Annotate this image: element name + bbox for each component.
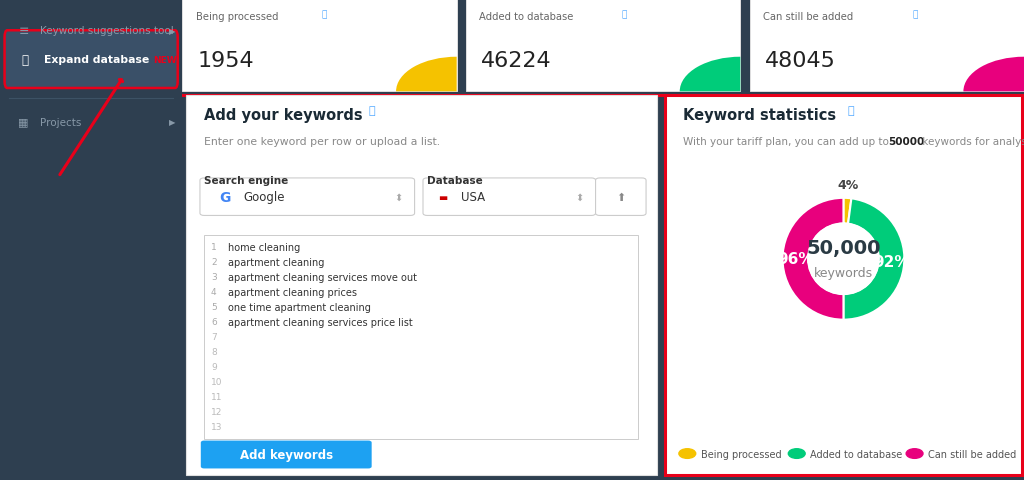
Text: Added to database: Added to database <box>479 12 573 22</box>
Text: 4: 4 <box>211 287 216 296</box>
Wedge shape <box>964 58 1024 92</box>
Text: keywords: keywords <box>814 266 873 279</box>
Text: Keyword suggestions tool: Keyword suggestions tool <box>40 26 174 36</box>
Text: ≡: ≡ <box>18 24 29 38</box>
Text: 50000: 50000 <box>889 137 925 147</box>
FancyBboxPatch shape <box>4 31 178 89</box>
Circle shape <box>808 224 879 294</box>
Text: 6: 6 <box>211 317 217 326</box>
Text: Can still be added: Can still be added <box>928 449 1016 458</box>
Text: Google: Google <box>243 191 285 204</box>
Text: 3: 3 <box>211 272 217 281</box>
Text: 13: 13 <box>211 422 222 431</box>
Text: 9: 9 <box>211 362 217 371</box>
Text: home cleaning: home cleaning <box>227 242 300 252</box>
Text: Add keywords: Add keywords <box>240 448 333 461</box>
Text: ▶: ▶ <box>169 118 175 127</box>
Text: NEW: NEW <box>154 56 177 64</box>
Text: USA: USA <box>461 191 485 204</box>
Text: G: G <box>219 190 230 204</box>
Text: Enter one keyword per row or upload a list.: Enter one keyword per row or upload a li… <box>204 137 440 147</box>
Text: 8: 8 <box>211 347 217 356</box>
Text: ⓘ: ⓘ <box>912 11 918 20</box>
Text: apartment cleaning prices: apartment cleaning prices <box>227 287 356 297</box>
Text: 48045: 48045 <box>765 50 836 71</box>
Text: ⓘ: ⓘ <box>322 11 328 20</box>
Text: apartment cleaning: apartment cleaning <box>227 257 325 267</box>
Wedge shape <box>396 58 457 92</box>
Text: apartment cleaning services move out: apartment cleaning services move out <box>227 272 417 282</box>
Text: Search engine: Search engine <box>204 175 289 185</box>
Wedge shape <box>844 198 851 224</box>
Text: Being processed: Being processed <box>196 12 279 22</box>
Wedge shape <box>680 58 740 92</box>
FancyBboxPatch shape <box>596 179 646 216</box>
Text: ▶: ▶ <box>169 27 175 36</box>
Text: 92%: 92% <box>873 255 909 270</box>
FancyBboxPatch shape <box>466 0 740 92</box>
Text: Can still be added: Can still be added <box>763 12 853 22</box>
Text: Added to database: Added to database <box>810 449 902 458</box>
Text: ⓘ: ⓘ <box>622 11 627 20</box>
Text: Expand database: Expand database <box>44 55 150 65</box>
Text: With your tariff plan, you can add up to: With your tariff plan, you can add up to <box>683 137 892 147</box>
FancyBboxPatch shape <box>204 235 638 439</box>
Text: 2: 2 <box>211 257 216 266</box>
FancyBboxPatch shape <box>665 96 1022 475</box>
Text: Add your keywords: Add your keywords <box>204 108 362 123</box>
Text: ⓘ: ⓘ <box>369 106 375 116</box>
Text: 96%: 96% <box>777 252 814 267</box>
Text: ⬍: ⬍ <box>574 192 583 202</box>
FancyBboxPatch shape <box>185 96 657 475</box>
Text: ⬍: ⬍ <box>394 192 402 202</box>
Text: 11: 11 <box>211 392 222 401</box>
Circle shape <box>906 449 923 458</box>
Circle shape <box>679 449 695 458</box>
Text: 5: 5 <box>211 302 217 311</box>
Text: Database: Database <box>427 175 483 185</box>
FancyBboxPatch shape <box>423 179 596 216</box>
Text: ⬆: ⬆ <box>616 192 626 202</box>
Text: Projects: Projects <box>40 118 82 127</box>
Text: keywords for analysis: keywords for analysis <box>919 137 1024 147</box>
Text: 1: 1 <box>211 242 217 252</box>
FancyBboxPatch shape <box>750 0 1024 92</box>
Text: 10: 10 <box>211 377 222 386</box>
Text: ⓘ: ⓘ <box>847 106 854 116</box>
Text: ▦: ▦ <box>18 118 29 127</box>
Wedge shape <box>782 198 844 320</box>
Text: Keyword statistics: Keyword statistics <box>683 108 837 123</box>
Circle shape <box>788 449 805 458</box>
Wedge shape <box>844 199 904 320</box>
FancyBboxPatch shape <box>201 441 372 468</box>
Text: 1954: 1954 <box>198 50 254 71</box>
Text: apartment cleaning services price list: apartment cleaning services price list <box>227 317 413 327</box>
FancyBboxPatch shape <box>182 0 457 92</box>
Text: ⤢: ⤢ <box>22 53 29 67</box>
Text: 4%: 4% <box>838 179 859 192</box>
Text: ▬: ▬ <box>438 192 447 202</box>
Text: Being processed: Being processed <box>700 449 781 458</box>
FancyBboxPatch shape <box>200 179 415 216</box>
Text: 50,000: 50,000 <box>806 239 881 258</box>
Text: one time apartment cleaning: one time apartment cleaning <box>227 302 371 312</box>
Text: 46224: 46224 <box>481 50 552 71</box>
Text: 12: 12 <box>211 407 222 416</box>
Text: 7: 7 <box>211 332 217 341</box>
